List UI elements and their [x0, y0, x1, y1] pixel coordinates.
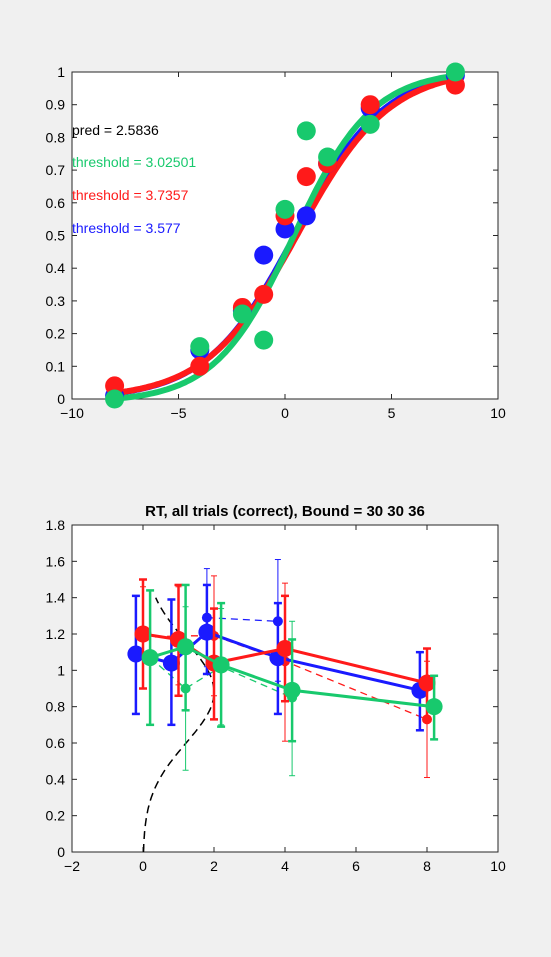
top-x-tick-label: −10 — [60, 405, 84, 421]
bottom-y-tick-label: 1 — [57, 662, 65, 678]
data-point — [275, 219, 295, 239]
data-point — [275, 199, 295, 219]
data-point — [296, 206, 316, 226]
annotation-threshold-blue: threshold = 3.577 — [72, 220, 181, 236]
top-x-ticks: −10 −5 0 5 10 — [60, 72, 506, 421]
rt-point — [418, 674, 436, 692]
annotation-threshold-red: threshold = 3.7357 — [72, 187, 189, 203]
bottom-x-tick-label: 4 — [281, 858, 289, 874]
data-point — [445, 62, 465, 82]
annotation-threshold-green: threshold = 3.02501 — [72, 154, 196, 170]
data-point — [360, 114, 380, 134]
bottom-y-tick-label: 1.6 — [46, 553, 66, 569]
data-point — [190, 337, 210, 357]
bottom-y-tick-label: 0.8 — [46, 699, 66, 715]
top-y-tick-label: 0.3 — [46, 293, 66, 309]
top-y-tick-label: 0.2 — [46, 326, 66, 342]
top-y-tick-label: 0 — [57, 391, 65, 407]
rt-panel: RT, all trials (correct), Bound = 30 30 … — [46, 503, 506, 874]
top-x-tick-label: 10 — [490, 405, 506, 421]
rt-line-dashed — [142, 635, 428, 721]
bottom-y-tick-label: 0 — [57, 844, 65, 860]
top-fit-curves — [111, 72, 459, 402]
top-x-tick-label: 0 — [281, 405, 289, 421]
psychometric-panel: −10 −5 0 5 10 00.10.20.30.40.50.60.70.80.91 … — [46, 62, 506, 421]
rt-point — [425, 698, 443, 716]
rt-point — [212, 656, 230, 674]
rt-point — [134, 625, 152, 643]
rt-point — [283, 681, 301, 699]
data-point — [296, 121, 316, 141]
top-y-tick-label: 0.7 — [46, 162, 66, 178]
bottom-y-tick-label: 1.4 — [46, 590, 66, 606]
rt-point — [162, 654, 180, 672]
top-y-tick-label: 0.6 — [46, 195, 66, 211]
data-point — [360, 95, 380, 115]
data-point — [254, 330, 274, 350]
rt-point — [198, 623, 216, 641]
bottom-y-tick-label: 1.2 — [46, 626, 66, 642]
data-point — [445, 75, 465, 95]
data-point — [254, 245, 274, 265]
bottom-y-tick-label: 0.2 — [46, 808, 66, 824]
data-point — [105, 376, 125, 396]
bottom-rt-series — [127, 559, 443, 779]
bottom-x-tick-label: −2 — [64, 858, 80, 874]
data-point — [254, 284, 274, 304]
data-point — [232, 304, 252, 324]
bottom-x-tick-label: 10 — [490, 858, 506, 874]
data-point — [105, 389, 125, 409]
top-y-tick-label: 0.1 — [46, 358, 66, 374]
fit-curve — [111, 72, 459, 402]
rt-point — [276, 640, 294, 658]
bottom-y-ticks: 0 0.2 0.4 0.6 0.8 1 1.2 1.4 1.6 1.8 — [46, 517, 498, 860]
rt-chart-title: RT, all trials (correct), Bound = 30 30 … — [145, 503, 425, 520]
data-point — [190, 356, 210, 376]
top-y-tick-label: 1 — [57, 64, 65, 80]
top-x-tick-label: −5 — [171, 405, 187, 421]
data-point — [296, 167, 316, 187]
top-y-tick-label: 0.9 — [46, 97, 66, 113]
top-y-tick-label: 0.4 — [46, 260, 66, 276]
bottom-x-tick-label: 6 — [352, 858, 360, 874]
top-x-tick-label: 5 — [388, 405, 396, 421]
bottom-x-tick-label: 8 — [423, 858, 431, 874]
top-data-points — [105, 62, 465, 409]
top-y-ticks: 0 0.1 0.2 0.3 0.4 0.5 0.6 0.7 0.8 0.9 1 — [46, 64, 498, 407]
bottom-x-tick-label: 2 — [210, 858, 218, 874]
rt-point — [177, 638, 195, 656]
bottom-x-ticks: −2 0 2 4 6 8 10 — [64, 525, 506, 874]
top-y-tick-label: 0.8 — [46, 129, 66, 145]
top-y-tick-label: 0.5 — [46, 228, 66, 244]
bottom-y-tick-label: 1.8 — [46, 517, 66, 533]
rt-point — [141, 649, 159, 667]
data-point — [318, 147, 338, 167]
bottom-y-tick-label: 0.4 — [46, 771, 66, 787]
bottom-y-tick-label: 0.6 — [46, 735, 66, 751]
annotation-pred: pred = 2.5836 — [72, 122, 159, 138]
rt-point — [127, 645, 145, 663]
bottom-x-tick-label: 0 — [139, 858, 147, 874]
